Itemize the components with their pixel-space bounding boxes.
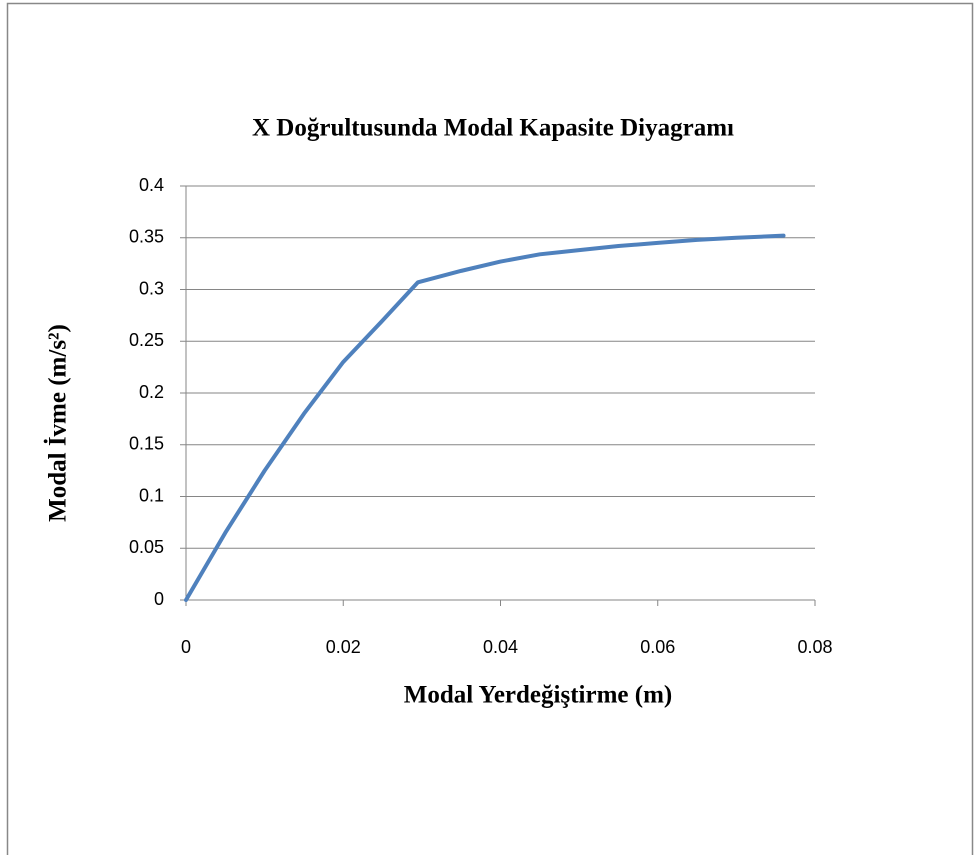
y-tick-label: 0.3 — [139, 278, 164, 298]
x-tick-label: 0.08 — [797, 637, 832, 657]
chart-frame — [6, 2, 974, 855]
x-tick-label: 0.06 — [640, 637, 675, 657]
y-tick-label: 0.25 — [129, 330, 164, 350]
x-axis-label: Modal Yerdeğiştirme (m) — [404, 682, 672, 709]
x-tick-label: 0.04 — [483, 637, 518, 657]
y-tick-label: 0.1 — [139, 485, 164, 505]
chart-title: X Doğrultusunda Modal Kapasite Diyagramı — [252, 115, 734, 142]
x-tick-label: 0 — [181, 637, 191, 657]
y-tick-label: 0.2 — [139, 382, 164, 402]
data-line — [184, 233, 786, 602]
x-tick-label: 0.02 — [326, 637, 361, 657]
y-tick-label: 0.05 — [129, 537, 164, 557]
y-tick-label: 0.15 — [129, 434, 164, 454]
y-tick-label: 0.35 — [129, 227, 164, 247]
y-tick-label: 0.4 — [139, 175, 164, 195]
y-tick-label: 0 — [154, 589, 164, 609]
y-axis-label: Modal İvme (m/s²) — [44, 324, 72, 522]
